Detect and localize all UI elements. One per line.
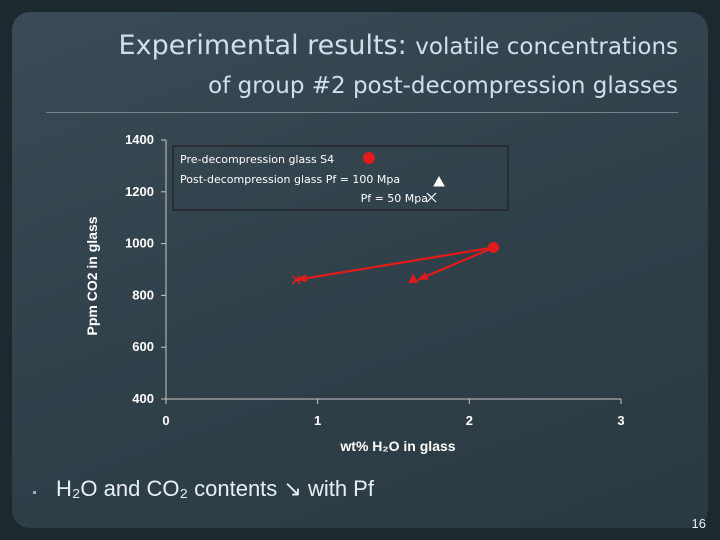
title-small-text: volatile concentrations	[415, 34, 678, 60]
arrow-line	[296, 246, 494, 281]
chart-markers	[291, 241, 500, 285]
chart-ticks: 400 600 800 1000 1200 1400 0 1 2 3	[125, 132, 625, 428]
slide-title-line1: Experimental results: volatile concentra…	[119, 30, 678, 61]
legend-entry-100: Post-decompression glass Pf = 100 Mpa	[180, 173, 400, 186]
title-main-text: Experimental results:	[118, 30, 416, 61]
y-tick-label: 1200	[125, 184, 154, 199]
legend-circle-marker	[363, 152, 375, 164]
legend-entry-50: Pf = 50 Mpa	[361, 192, 428, 205]
bullet-marker	[33, 491, 36, 494]
data-point-triangle	[408, 273, 419, 283]
x-tick-label: 1	[314, 413, 321, 428]
x-tick-label: 2	[466, 413, 473, 428]
x-axis-title: wt% H₂O in glass	[339, 438, 455, 454]
arrow-line	[417, 246, 495, 281]
title-divider	[46, 112, 678, 113]
page-number: 16	[691, 516, 706, 531]
data-point-x	[291, 275, 301, 285]
legend-entry-pre: Pre-decompression glass S4	[180, 153, 334, 166]
y-tick-label: 400	[132, 391, 154, 406]
legend-box	[172, 145, 509, 211]
y-axis-title: Ppm CO2 in glass	[84, 216, 100, 335]
legend-triangle-marker	[433, 175, 445, 187]
chart-axes	[165, 140, 621, 400]
x-tick-label: 0	[162, 413, 169, 428]
bullet-text: H₂O and CO₂ contents ↘ with Pf	[56, 476, 374, 501]
y-tick-label: 1000	[125, 236, 154, 251]
x-tick-label: 3	[617, 413, 624, 428]
data-point-circle	[488, 241, 500, 253]
y-tick-label: 600	[132, 339, 154, 354]
slide-title-line2: of group #2 post-decompression glasses	[208, 73, 678, 99]
chart-arrows	[296, 246, 495, 283]
y-tick-label: 1400	[125, 132, 154, 147]
arrow-head	[296, 274, 307, 283]
chart-legend: Pre-decompression glass S4 Post-decompre…	[172, 145, 509, 211]
y-tick-label: 800	[132, 287, 154, 302]
legend-x-marker	[426, 192, 437, 203]
arrow-head	[417, 272, 429, 280]
